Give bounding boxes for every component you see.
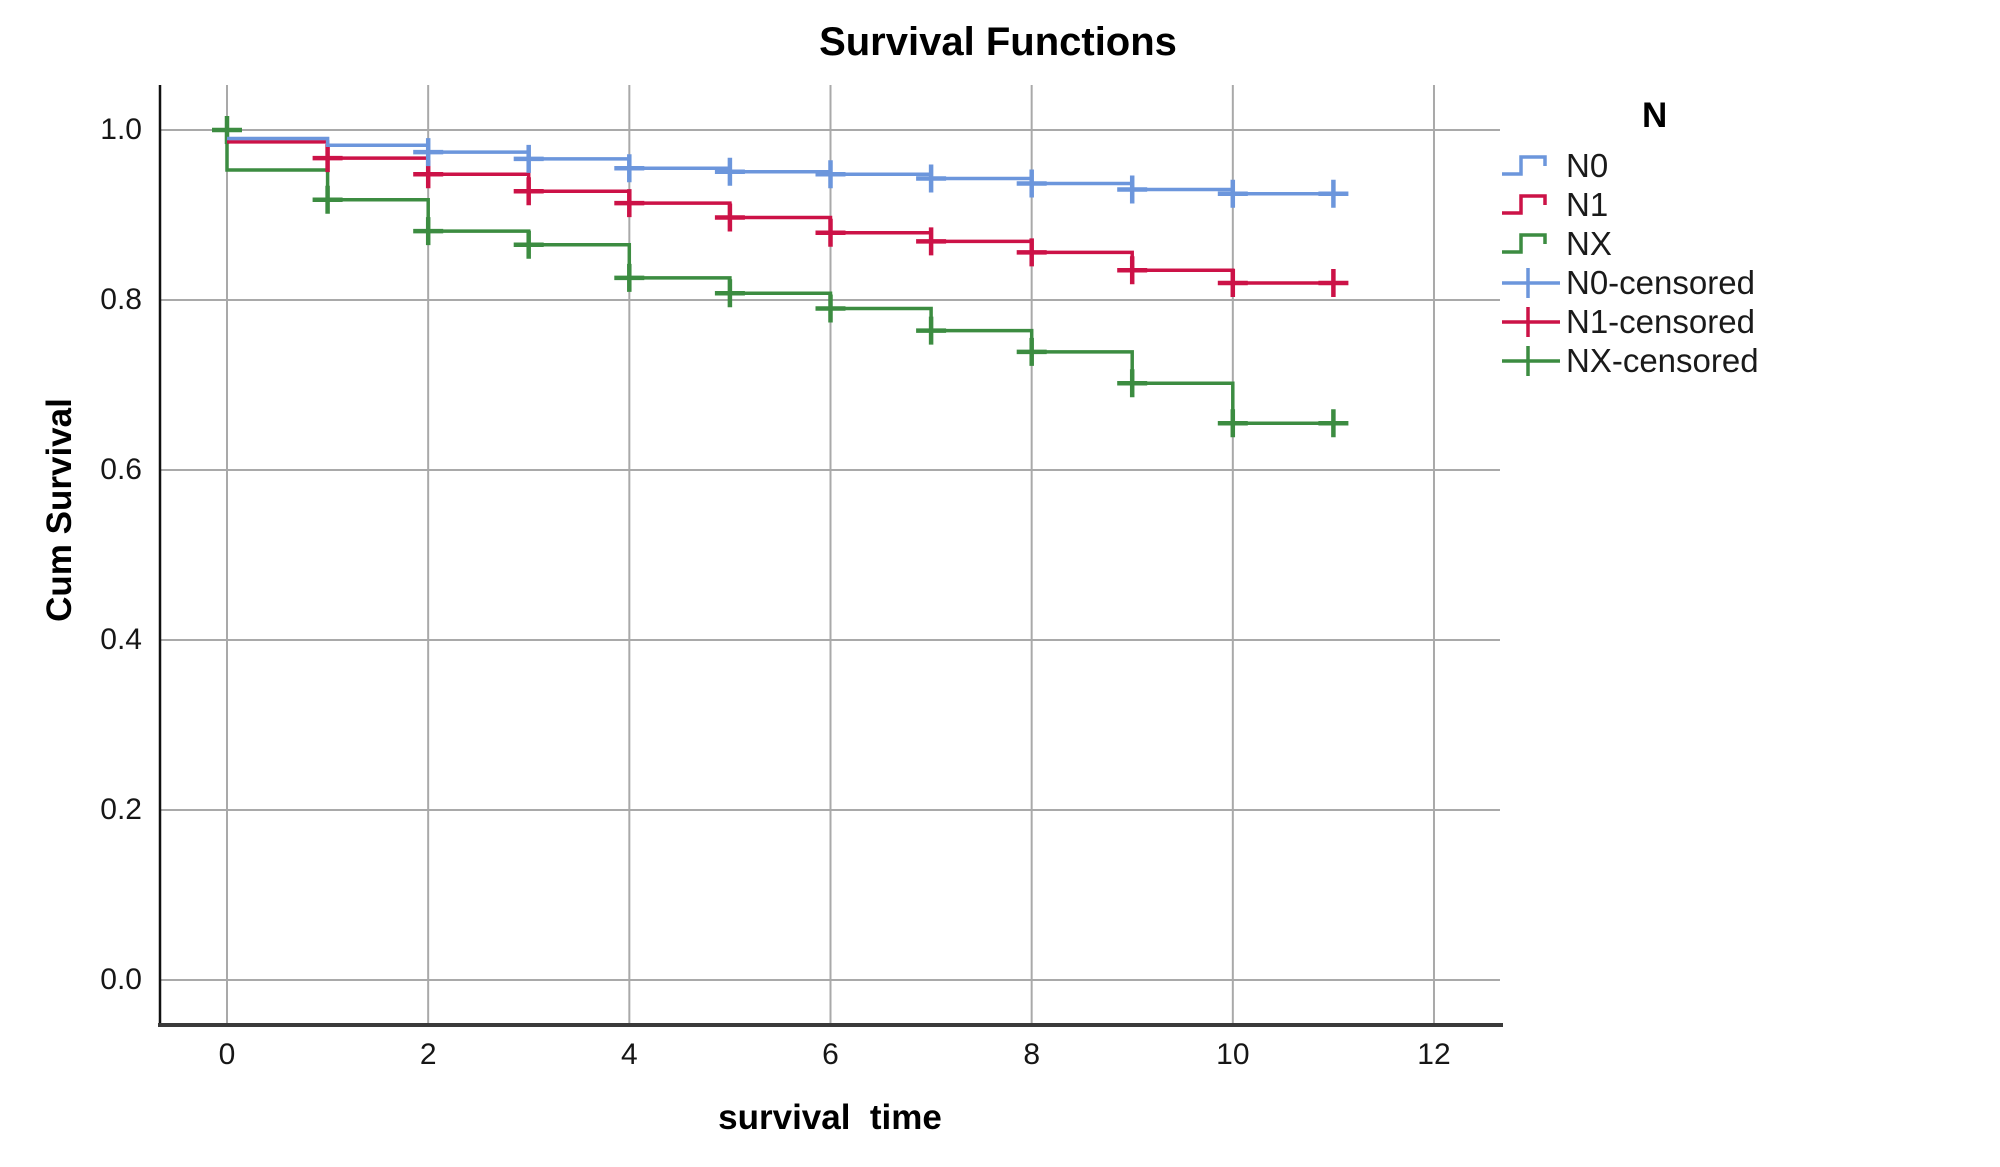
legend-item-NX-censored: NX-censored bbox=[1500, 341, 1762, 380]
series-line-N0 bbox=[227, 136, 1342, 196]
legend-glyph-path bbox=[1502, 193, 1547, 215]
series-line-NX bbox=[225, 130, 1342, 426]
censored-plus-icon bbox=[1502, 267, 1560, 298]
censor-marks-N0 bbox=[413, 138, 1349, 208]
y-tick-label: 0.8 bbox=[100, 283, 142, 316]
y-tick-label: 0.0 bbox=[100, 963, 142, 996]
legend-item-N1: N1 bbox=[1500, 185, 1762, 224]
legend-item-label: N1-censored bbox=[1566, 303, 1755, 340]
legend-item-label: NX bbox=[1566, 225, 1612, 262]
step-line-icon bbox=[1502, 154, 1547, 176]
step-line-icon bbox=[1502, 193, 1547, 215]
censor-marks-NX bbox=[212, 116, 1349, 438]
legend-title: N bbox=[1642, 96, 1668, 135]
x-tick-label: 12 bbox=[1417, 1038, 1451, 1071]
step-line-icon bbox=[1502, 232, 1547, 254]
legend-item-label: N0 bbox=[1566, 147, 1609, 184]
legend-item-label: NX-censored bbox=[1566, 342, 1759, 379]
x-tick-label: 2 bbox=[419, 1038, 437, 1071]
censor-marks-N1 bbox=[312, 144, 1349, 297]
y-axis-label: Cum Survival bbox=[40, 398, 79, 622]
legend-rows: N0 N1 NX N0-censored N1-censored NX-censored bbox=[1500, 146, 1762, 380]
legend-item-NX: NX bbox=[1500, 224, 1762, 263]
legend: N N0 N1 NX N0-censored N1-censored NX-censore… bbox=[1500, 94, 1762, 380]
legend-item-N0-censored: N0-censored bbox=[1500, 263, 1762, 302]
series-line-N1 bbox=[227, 140, 1342, 285]
legend-glyph-path bbox=[1502, 154, 1547, 176]
page-title: Survival Functions bbox=[819, 20, 1177, 64]
legend-item-label: N1 bbox=[1566, 186, 1609, 223]
censored-plus-icon bbox=[1502, 306, 1560, 337]
x-axis-label: survival time bbox=[718, 1098, 942, 1137]
censored-plus-icon bbox=[1502, 345, 1560, 376]
legend-item-N0: N0 bbox=[1500, 146, 1762, 185]
x-tick-label: 8 bbox=[1023, 1038, 1040, 1071]
legend-glyph-path bbox=[1502, 345, 1560, 376]
x-tick-label: 4 bbox=[620, 1038, 638, 1071]
y-tick-label: 1.0 bbox=[100, 113, 142, 146]
legend-item-N1-censored: N1-censored bbox=[1500, 302, 1762, 341]
y-tick-label: 0.6 bbox=[100, 453, 142, 486]
y-tick-label: 0.4 bbox=[100, 623, 142, 656]
legend-item-label: N0-censored bbox=[1566, 264, 1755, 301]
legend-glyph-path bbox=[1502, 267, 1560, 298]
legend-glyph-path bbox=[1502, 232, 1547, 254]
x-tick-label: 10 bbox=[1216, 1038, 1250, 1071]
x-tick-label: 0 bbox=[218, 1038, 236, 1071]
y-tick-label: 0.2 bbox=[100, 793, 142, 826]
x-tick-label: 6 bbox=[822, 1038, 839, 1071]
legend-glyph-path bbox=[1502, 306, 1560, 337]
